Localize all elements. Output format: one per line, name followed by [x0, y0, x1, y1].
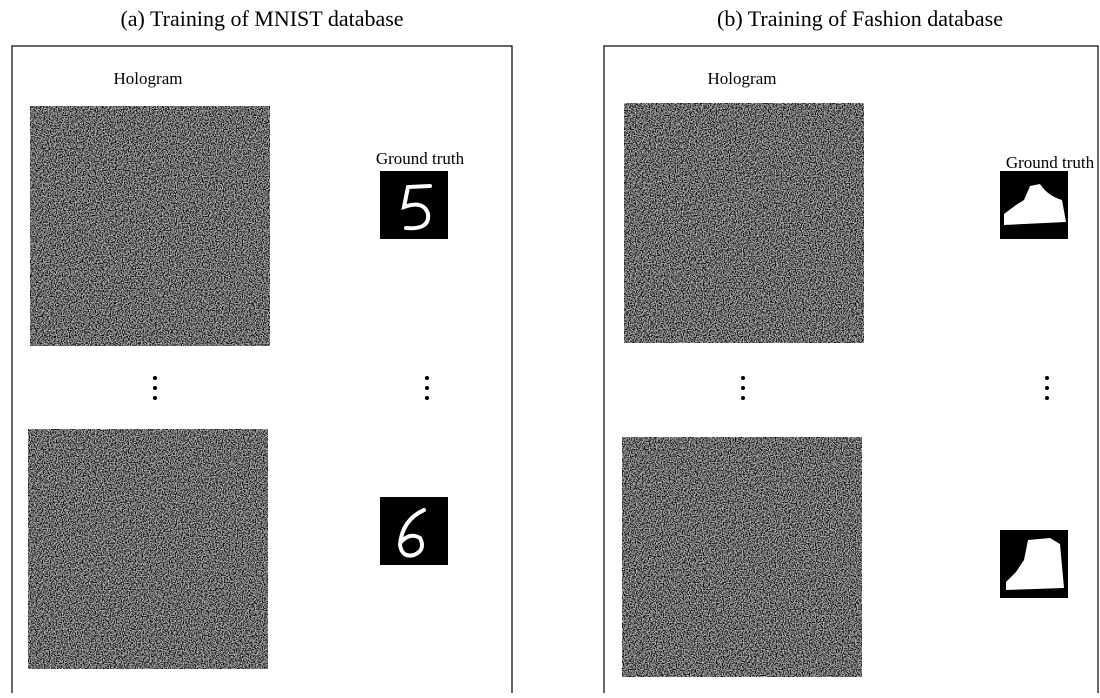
- hologram-noise: [624, 103, 864, 343]
- figure: (a) Training of MNIST database Hologram …: [0, 0, 1100, 693]
- ground-truth-image: [380, 497, 448, 565]
- ground-truth-image: [1000, 530, 1068, 598]
- hologram-noise: [28, 429, 268, 669]
- hologram-noise: [30, 106, 270, 346]
- hologram-label: Hologram: [708, 69, 777, 88]
- panel-title: (a) Training of MNIST database: [120, 6, 403, 31]
- hologram-label: Hologram: [114, 69, 183, 88]
- ground-truth-label: Ground truth: [1006, 153, 1095, 172]
- ground-truth-image: [380, 171, 448, 239]
- hologram-noise: [622, 437, 862, 677]
- ground-truth-image: [1000, 171, 1068, 239]
- ellipsis: [741, 376, 1049, 400]
- panel-title: (b) Training of Fashion database: [717, 6, 1003, 31]
- ellipsis: [153, 376, 429, 400]
- ground-truth-label: Ground truth: [376, 149, 465, 168]
